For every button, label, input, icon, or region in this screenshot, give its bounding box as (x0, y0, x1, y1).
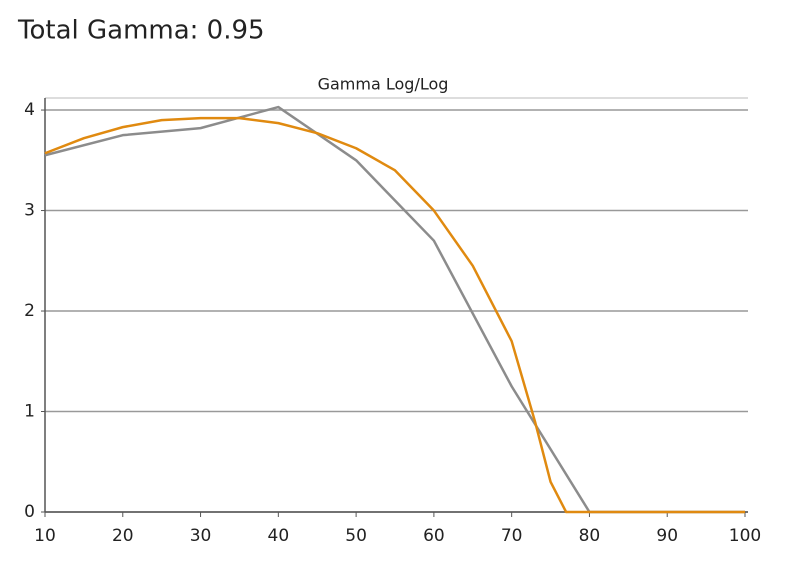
x-tick-label: 90 (656, 526, 678, 546)
x-tick-label: 60 (423, 526, 445, 546)
chart-title: Gamma Log/Log (318, 75, 449, 94)
y-tick-label: 1 (24, 402, 35, 422)
y-tick-label: 4 (24, 100, 35, 120)
x-tick-label: 70 (501, 526, 523, 546)
x-tick-label: 80 (579, 526, 601, 546)
x-tick-label: 50 (345, 526, 367, 546)
x-tick-label: 10 (34, 526, 56, 546)
y-tick-label: 2 (24, 301, 35, 321)
x-tick-label: 20 (112, 526, 134, 546)
y-tick-label: 0 (24, 502, 35, 522)
page-title: Total Gamma: 0.95 (17, 16, 265, 46)
series-line (44, 105, 745, 514)
x-tick-label: 30 (190, 526, 212, 546)
y-tick-label: 3 (24, 201, 35, 221)
series-line (44, 116, 745, 514)
x-tick-label: 100 (729, 526, 761, 546)
x-tick-label: 40 (268, 526, 290, 546)
